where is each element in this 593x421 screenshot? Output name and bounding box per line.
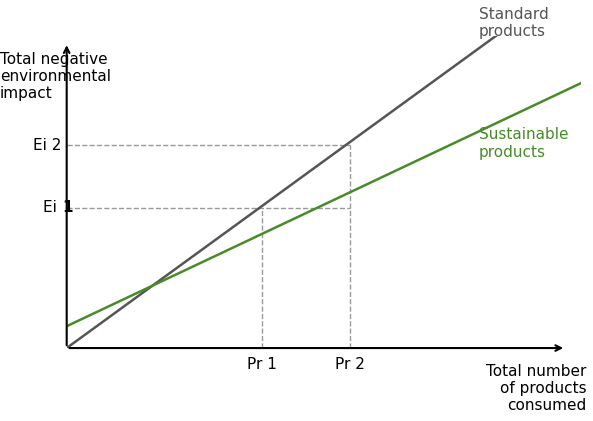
Text: Total negative
environmental
impact: Total negative environmental impact (0, 52, 111, 101)
Text: Ei: Ei (43, 200, 62, 215)
Text: Sustainable
products: Sustainable products (479, 127, 568, 160)
Text: Total number
of products
consumed: Total number of products consumed (486, 364, 586, 413)
Text: Standard
products: Standard products (479, 7, 549, 39)
Text: Pr 1: Pr 1 (247, 357, 278, 373)
Text: Ei 2: Ei 2 (33, 138, 62, 153)
Text: 1: 1 (62, 200, 73, 215)
Text: Pr 2: Pr 2 (335, 357, 365, 373)
